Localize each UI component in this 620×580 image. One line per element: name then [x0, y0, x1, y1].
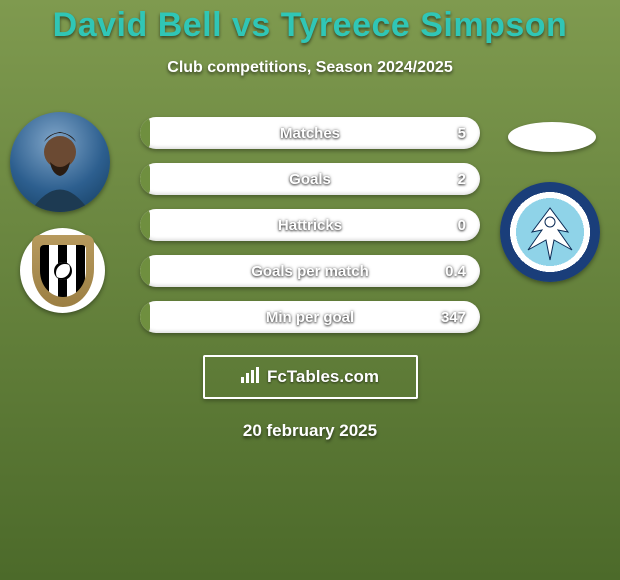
stat-right-value: 2 [458, 163, 466, 195]
stats-list: Matches5Goals2Hattricks0Goals per match0… [140, 117, 480, 333]
brand-text: FcTables.com [267, 367, 379, 387]
stat-right-value: 5 [458, 117, 466, 149]
player-right-photo-placeholder [508, 122, 596, 152]
page-title: David Bell vs Tyreece Simpson [53, 6, 568, 45]
date-text: 20 february 2025 [243, 421, 377, 441]
stat-right-value: 347 [441, 301, 466, 333]
stat-row: Goals per match0.4 [140, 255, 480, 287]
stat-label: Matches [140, 117, 480, 149]
club-left-crest [20, 228, 105, 313]
stat-right-value: 0.4 [445, 255, 466, 287]
player-left-photo [10, 112, 110, 212]
subtitle: Club competitions, Season 2024/2025 [167, 59, 452, 77]
stat-row: Hattricks0 [140, 209, 480, 241]
stat-label: Goals per match [140, 255, 480, 287]
stat-row: Min per goal347 [140, 301, 480, 333]
stat-label: Hattricks [140, 209, 480, 241]
brand-box: FcTables.com [203, 355, 418, 399]
stat-label: Goals [140, 163, 480, 195]
stat-right-value: 0 [458, 209, 466, 241]
stat-label: Min per goal [140, 301, 480, 333]
card: David Bell vs Tyreece Simpson Club compe… [0, 0, 620, 580]
brand-chart-icon [241, 367, 261, 388]
stat-row: Goals2 [140, 163, 480, 195]
club-right-crest [500, 182, 600, 282]
stat-row: Matches5 [140, 117, 480, 149]
